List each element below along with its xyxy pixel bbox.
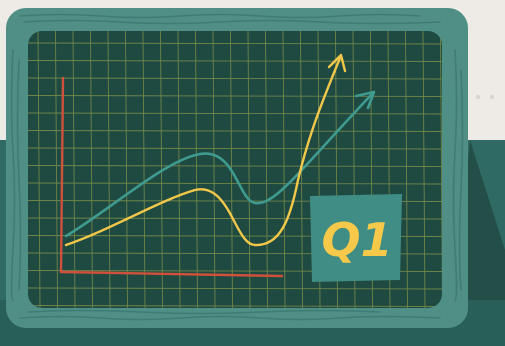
grid-line-vertical [90,31,93,308]
yellow-trend-line [64,53,347,247]
grid-line-horizontal [28,165,442,167]
grid-line-vertical [212,31,216,308]
grid-line-vertical [440,31,442,308]
grid-line-vertical [72,31,76,308]
grid-line-vertical [422,31,426,308]
grid-line-vertical [107,31,111,308]
grid-line-horizontal [28,182,442,185]
frame-wood-grain [10,13,464,321]
grid-line-horizontal [28,42,442,45]
yellow-arrow-head [327,53,347,73]
grid-line-vertical [142,31,146,308]
grid-line-vertical [247,31,251,308]
grid-line-horizontal [28,60,442,62]
grid-line-vertical [265,31,268,308]
q1-badge-background [310,194,402,282]
grid-line-horizontal [28,130,442,132]
grid-line-horizontal [28,305,442,307]
q1-badge-label: Q1 [321,213,392,267]
grid-line-vertical [195,31,198,308]
grid-line-vertical [125,31,128,308]
grid-line-vertical [405,31,408,308]
grid-line-horizontal [28,77,442,80]
grid-line-horizontal [28,147,442,150]
grid-line-vertical [282,31,286,308]
chart-axes [59,76,284,278]
teal-trend-line [64,90,376,238]
teal-arrow-head [354,90,376,110]
q1-badge: Q1 [310,194,402,282]
grid-line-vertical [37,31,41,308]
grid-line-vertical [177,31,181,308]
y-axis-line [59,76,65,274]
grid-line-horizontal [28,287,442,290]
grid-line-vertical [55,31,58,308]
board-grid [28,31,442,308]
grid-line-horizontal [28,112,442,115]
x-axis-line [59,270,284,278]
